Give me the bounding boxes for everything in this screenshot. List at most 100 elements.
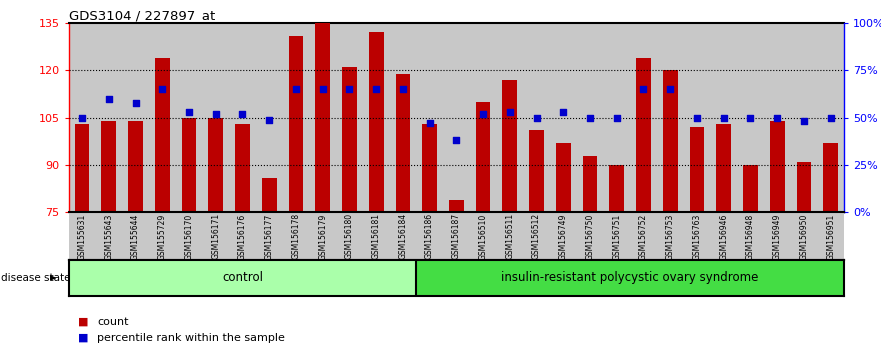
Bar: [363, 212, 389, 260]
Bar: [737, 23, 764, 212]
Point: [102, 96, 116, 102]
Text: GSM156749: GSM156749: [559, 213, 567, 260]
Text: GSM156512: GSM156512: [532, 213, 541, 259]
Bar: [523, 212, 550, 260]
Bar: [663, 70, 677, 212]
Bar: [449, 200, 463, 212]
Bar: [315, 23, 330, 212]
Bar: [101, 121, 116, 212]
Bar: [155, 58, 170, 212]
Bar: [309, 212, 336, 260]
Text: GSM156753: GSM156753: [666, 213, 675, 260]
Bar: [181, 118, 196, 212]
Bar: [657, 23, 684, 212]
Bar: [818, 23, 844, 212]
Text: GSM156946: GSM156946: [719, 213, 729, 260]
Point: [289, 86, 303, 92]
Text: GSM156750: GSM156750: [586, 213, 595, 260]
Bar: [129, 121, 143, 212]
Point: [796, 119, 811, 124]
Text: control: control: [222, 272, 263, 284]
Point: [556, 109, 570, 115]
Point: [716, 115, 730, 120]
Bar: [529, 130, 544, 212]
Bar: [657, 212, 684, 260]
Text: GSM156178: GSM156178: [292, 213, 300, 259]
Bar: [122, 212, 149, 260]
Point: [343, 86, 357, 92]
Point: [770, 115, 784, 120]
Text: GDS3104 / 227897_at: GDS3104 / 227897_at: [69, 9, 215, 22]
Text: GSM156184: GSM156184: [398, 213, 407, 259]
Point: [449, 138, 463, 143]
Point: [182, 109, 196, 115]
Bar: [416, 212, 443, 260]
Point: [235, 111, 249, 117]
Text: GSM155643: GSM155643: [104, 213, 114, 260]
Bar: [636, 58, 651, 212]
Point: [396, 86, 410, 92]
Bar: [770, 121, 784, 212]
Bar: [416, 23, 443, 212]
Bar: [470, 23, 497, 212]
Point: [423, 121, 437, 126]
Bar: [818, 212, 844, 260]
Point: [690, 115, 704, 120]
Point: [744, 115, 758, 120]
Bar: [75, 124, 90, 212]
Text: GSM155631: GSM155631: [78, 213, 86, 259]
Text: GSM156949: GSM156949: [773, 213, 781, 260]
Bar: [690, 127, 704, 212]
Point: [315, 86, 329, 92]
Bar: [497, 23, 523, 212]
Bar: [255, 23, 283, 212]
Text: GSM156752: GSM156752: [639, 213, 648, 259]
Text: GSM155729: GSM155729: [158, 213, 167, 259]
Text: GSM156176: GSM156176: [238, 213, 247, 259]
Text: GSM156187: GSM156187: [452, 213, 461, 259]
Bar: [175, 23, 203, 212]
Bar: [95, 212, 122, 260]
Bar: [203, 23, 229, 212]
Bar: [603, 212, 630, 260]
Bar: [309, 23, 336, 212]
Bar: [684, 212, 710, 260]
Point: [503, 109, 517, 115]
Bar: [790, 212, 818, 260]
Bar: [255, 212, 283, 260]
Point: [263, 117, 277, 122]
Bar: [235, 124, 250, 212]
Point: [529, 115, 544, 120]
Text: GSM156950: GSM156950: [799, 213, 809, 260]
Text: GSM156510: GSM156510: [478, 213, 487, 259]
Bar: [497, 212, 523, 260]
Bar: [823, 143, 838, 212]
Bar: [737, 212, 764, 260]
Bar: [603, 23, 630, 212]
Bar: [476, 102, 491, 212]
Text: GSM155644: GSM155644: [131, 213, 140, 260]
Bar: [550, 212, 577, 260]
Bar: [443, 212, 470, 260]
Text: GSM156181: GSM156181: [372, 213, 381, 259]
Bar: [684, 23, 710, 212]
Bar: [764, 212, 790, 260]
Text: insulin-resistant polycystic ovary syndrome: insulin-resistant polycystic ovary syndr…: [501, 272, 759, 284]
Point: [369, 86, 383, 92]
Bar: [389, 212, 416, 260]
Point: [636, 86, 650, 92]
Bar: [229, 212, 255, 260]
Text: GSM156511: GSM156511: [506, 213, 515, 259]
Text: GSM156763: GSM156763: [692, 213, 701, 260]
Bar: [422, 124, 437, 212]
Bar: [502, 80, 517, 212]
Bar: [229, 23, 255, 212]
Text: GSM156186: GSM156186: [426, 213, 434, 259]
Bar: [470, 212, 497, 260]
Bar: [710, 23, 737, 212]
Text: GSM156751: GSM156751: [612, 213, 621, 259]
Bar: [630, 212, 657, 260]
Bar: [262, 178, 277, 212]
Bar: [416, 260, 844, 296]
Bar: [550, 23, 577, 212]
